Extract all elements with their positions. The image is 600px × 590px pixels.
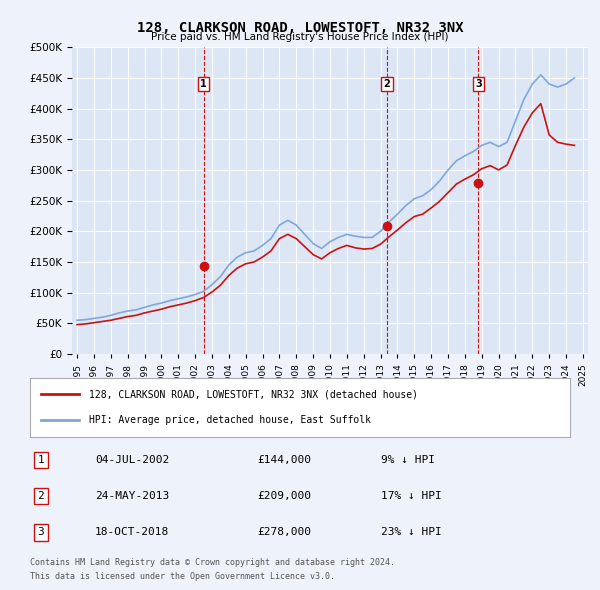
Text: This data is licensed under the Open Government Licence v3.0.: This data is licensed under the Open Gov…: [30, 572, 335, 581]
Text: 18-OCT-2018: 18-OCT-2018: [95, 527, 169, 537]
Text: 17% ↓ HPI: 17% ↓ HPI: [381, 491, 442, 501]
Text: 2: 2: [383, 79, 391, 89]
Text: 1: 1: [37, 455, 44, 465]
Text: 9% ↓ HPI: 9% ↓ HPI: [381, 455, 435, 465]
Text: 3: 3: [475, 79, 482, 89]
Text: 2: 2: [37, 491, 44, 501]
Text: £144,000: £144,000: [257, 455, 311, 465]
Text: 128, CLARKSON ROAD, LOWESTOFT, NR32 3NX: 128, CLARKSON ROAD, LOWESTOFT, NR32 3NX: [137, 21, 463, 35]
Text: Contains HM Land Registry data © Crown copyright and database right 2024.: Contains HM Land Registry data © Crown c…: [30, 558, 395, 566]
Text: HPI: Average price, detached house, East Suffolk: HPI: Average price, detached house, East…: [89, 415, 371, 425]
Text: 24-MAY-2013: 24-MAY-2013: [95, 491, 169, 501]
Text: 3: 3: [37, 527, 44, 537]
Text: Price paid vs. HM Land Registry's House Price Index (HPI): Price paid vs. HM Land Registry's House …: [151, 32, 449, 42]
Text: 128, CLARKSON ROAD, LOWESTOFT, NR32 3NX (detached house): 128, CLARKSON ROAD, LOWESTOFT, NR32 3NX …: [89, 389, 418, 399]
Text: £209,000: £209,000: [257, 491, 311, 501]
Text: 1: 1: [200, 79, 207, 89]
Text: 23% ↓ HPI: 23% ↓ HPI: [381, 527, 442, 537]
Text: 04-JUL-2002: 04-JUL-2002: [95, 455, 169, 465]
Text: £278,000: £278,000: [257, 527, 311, 537]
